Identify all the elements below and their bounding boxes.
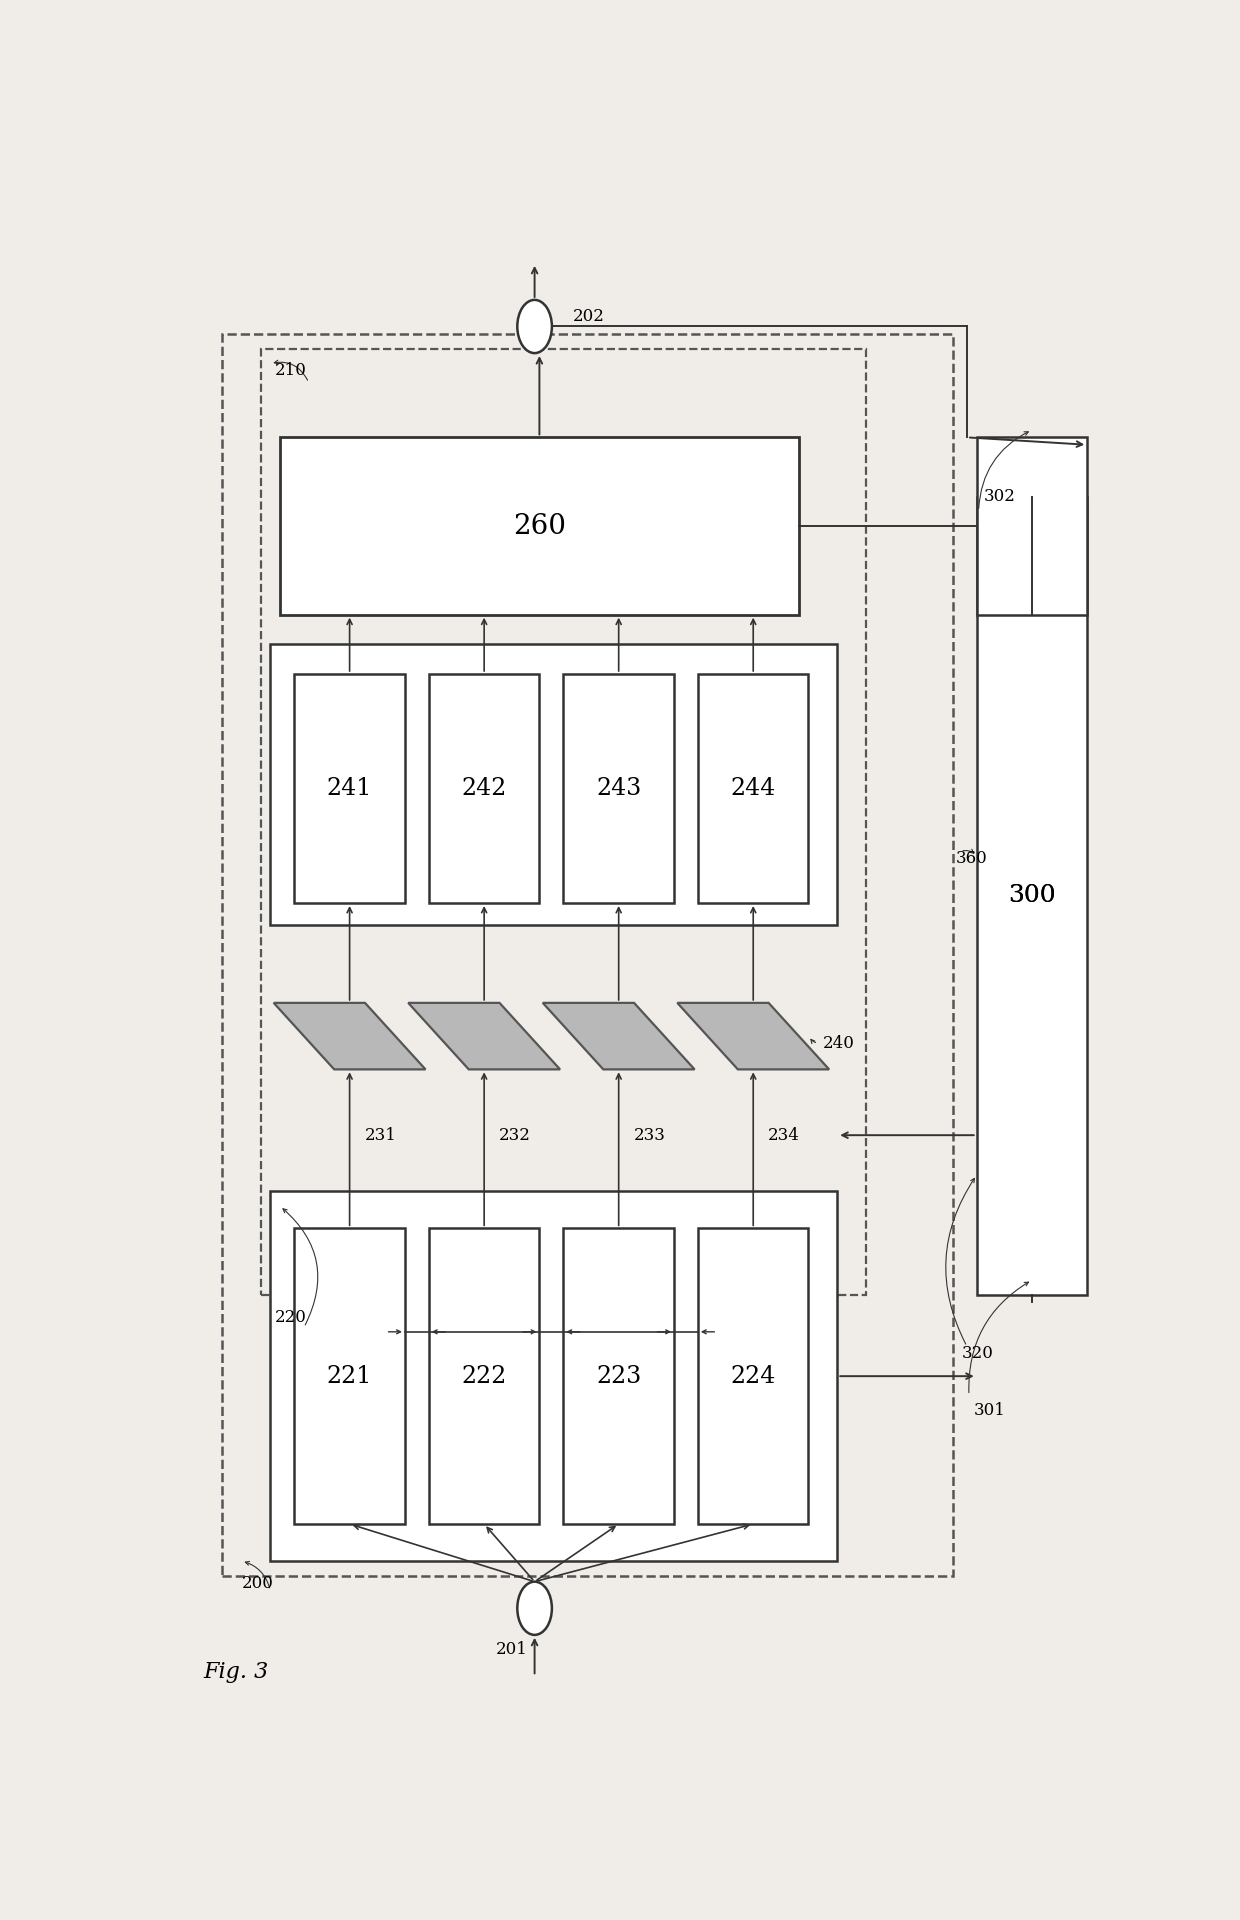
Text: 242: 242 [461, 778, 507, 801]
Text: 300: 300 [1008, 885, 1055, 906]
Bar [698, 674, 808, 902]
Bar [977, 438, 1087, 614]
Text: 201: 201 [496, 1642, 528, 1659]
Bar [270, 1190, 837, 1561]
Bar [294, 1229, 404, 1524]
Polygon shape [677, 1002, 830, 1069]
Text: 200: 200 [242, 1574, 273, 1592]
Bar [698, 1229, 808, 1524]
Text: 260: 260 [513, 513, 565, 540]
Bar [270, 645, 837, 925]
Text: 233: 233 [634, 1127, 666, 1144]
Polygon shape [274, 1002, 425, 1069]
Text: 232: 232 [498, 1127, 531, 1144]
Bar [977, 497, 1087, 1294]
Bar [429, 674, 539, 902]
Text: Fig. 3: Fig. 3 [203, 1661, 268, 1682]
Bar [563, 1229, 675, 1524]
Bar [294, 674, 404, 902]
Text: 223: 223 [596, 1365, 641, 1388]
Polygon shape [408, 1002, 560, 1069]
Text: 231: 231 [365, 1127, 397, 1144]
Text: 224: 224 [730, 1365, 776, 1388]
Text: 302: 302 [983, 488, 1016, 505]
Text: 221: 221 [327, 1365, 372, 1388]
Text: 220: 220 [275, 1309, 308, 1325]
Text: 241: 241 [327, 778, 372, 801]
Text: 222: 222 [461, 1365, 507, 1388]
Bar [563, 674, 675, 902]
Text: 210: 210 [275, 363, 308, 380]
Bar [429, 1229, 539, 1524]
Bar [222, 334, 952, 1576]
Text: 360: 360 [956, 851, 987, 868]
Text: 243: 243 [596, 778, 641, 801]
Bar [260, 349, 866, 1294]
Text: 300: 300 [1008, 885, 1055, 906]
Text: 320: 320 [962, 1346, 994, 1363]
Text: 240: 240 [823, 1035, 854, 1052]
Circle shape [517, 300, 552, 353]
Text: 301: 301 [973, 1402, 1006, 1419]
Text: 244: 244 [730, 778, 776, 801]
Text: 234: 234 [768, 1127, 800, 1144]
Bar [280, 438, 799, 614]
Circle shape [517, 1582, 552, 1636]
Polygon shape [543, 1002, 694, 1069]
Text: 202: 202 [573, 307, 605, 324]
